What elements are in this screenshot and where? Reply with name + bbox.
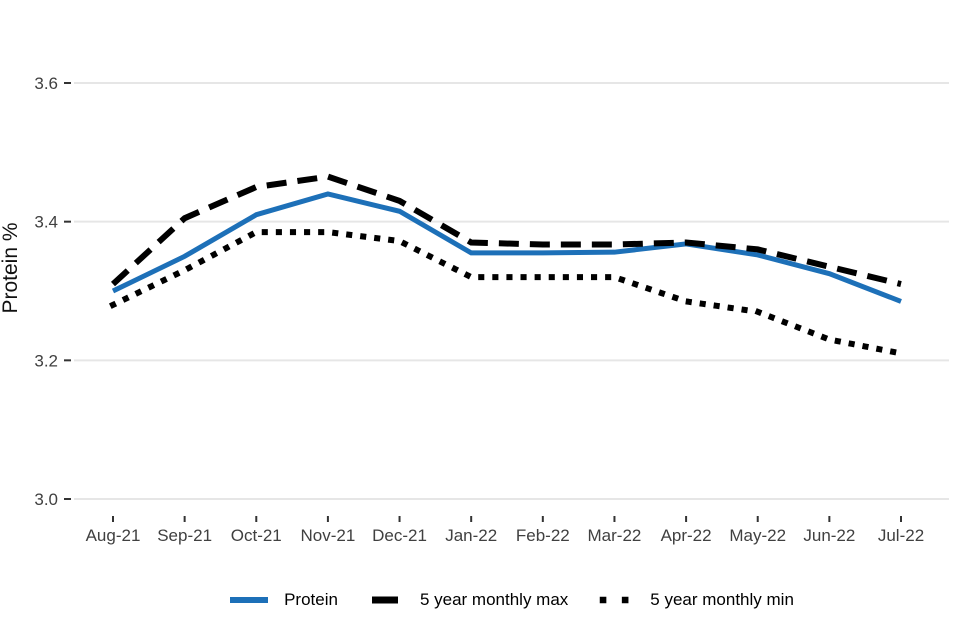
x-tick-label: Jul-22: [878, 526, 924, 545]
gridlines: [74, 82, 949, 500]
x-tick-label: Aug-21: [86, 526, 141, 545]
min-dotted-line-swatch: [600, 596, 635, 604]
y-tick-label: 3.2: [34, 351, 58, 370]
y-tick-label: 3.4: [34, 213, 58, 232]
x-tick-label: Dec-21: [372, 526, 427, 545]
legend-label-max: 5 year monthly max: [419, 590, 569, 609]
protein-solid-line-swatch: [230, 597, 269, 603]
legend-item-max: 5 year monthly max: [365, 590, 568, 610]
legend-item-protein: Protein: [229, 590, 338, 610]
line-chart-plot-area: 3.6 3.4 3.2 3.0 Aug-21 Sep-21 Oct-21 Nov-21 Dec…: [0, 74, 949, 545]
chart-legend: Protein 5 year monthly max 5 year monthl…: [74, 583, 949, 617]
series-line-5-year-monthly-min: [108, 229, 905, 357]
y-tick-label: 3.0: [34, 490, 58, 509]
legend-label-min: 5 year monthly min: [650, 590, 794, 609]
x-tick-label: Apr-22: [661, 526, 712, 545]
x-axis: Aug-21 Sep-21 Oct-21 Nov-21 Dec-21 Jan-22 Feb-…: [86, 516, 924, 545]
legend-item-min: 5 year monthly min: [595, 590, 794, 610]
x-tick-label: May-22: [729, 526, 786, 545]
y-axis-title: Protein %: [0, 222, 22, 313]
x-tick-label: Nov-21: [301, 526, 356, 545]
series-line-5-year-monthly-max: [110, 173, 902, 287]
max-dashed-line-swatch: [371, 596, 398, 604]
x-tick-label: Mar-22: [588, 526, 642, 545]
y-tick-label: 3.6: [34, 74, 58, 93]
x-tick-label: Sep-21: [157, 526, 212, 545]
series-line-protein: [111, 191, 902, 304]
x-tick-label: Jun-22: [803, 526, 855, 545]
x-tick-label: Feb-22: [516, 526, 570, 545]
x-tick-label: Oct-21: [231, 526, 282, 545]
chart-series-lines: [108, 173, 905, 357]
y-axis: 3.6 3.4 3.2 3.0: [34, 74, 71, 509]
x-tick-label: Jan-22: [445, 526, 497, 545]
legend-label-protein: Protein: [284, 590, 338, 609]
